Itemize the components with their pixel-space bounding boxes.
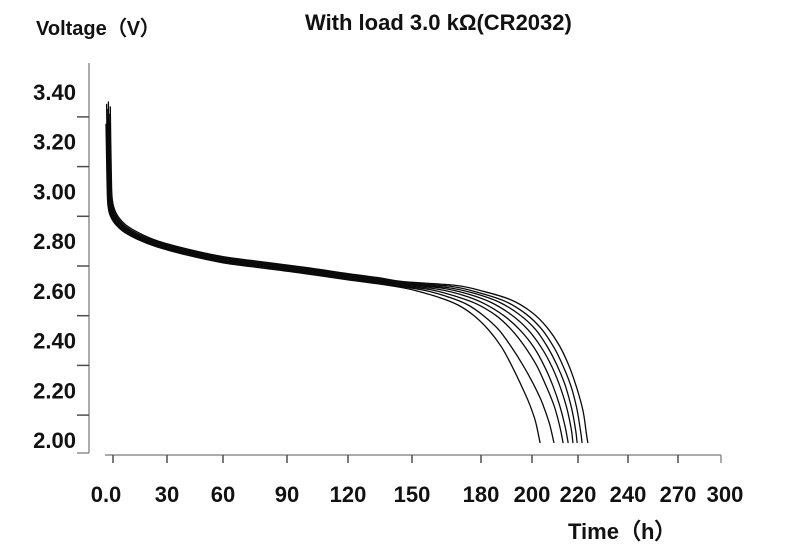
x-tick-label: 200: [514, 482, 551, 507]
x-tick-label: 60: [211, 482, 235, 507]
x-tick-label: 180: [463, 482, 500, 507]
y-tick-label: 3.20: [33, 130, 76, 155]
x-tick-label: 90: [275, 482, 299, 507]
x-axis-title: Time（h）: [568, 519, 677, 544]
y-tick-label: 2.80: [33, 229, 76, 254]
curve-cell-6: [108, 121, 578, 444]
y-tick-label: 2.00: [33, 428, 76, 453]
y-tick-label: 2.40: [33, 329, 76, 354]
x-tick-label: 150: [394, 482, 431, 507]
x-tick-label: 240: [610, 482, 647, 507]
x-tick-label: 0.0: [91, 482, 122, 507]
y-tick-label: 3.00: [33, 179, 76, 204]
x-tick-label: 120: [330, 482, 367, 507]
curve-cell-3: [106, 116, 564, 444]
x-tick-label: 220: [560, 482, 597, 507]
x-tick-label: 30: [155, 482, 179, 507]
y-axis-title: Voltage（V）: [36, 18, 161, 40]
curve-cell-5: [107, 101, 574, 444]
curve-cell-4: [107, 108, 569, 444]
chart-title: With load 3.0 kΩ(CR2032): [305, 10, 572, 35]
x-tick-label: 270: [660, 482, 697, 507]
curve-cell-7: [109, 113, 583, 444]
x-tick-label: 300: [707, 482, 744, 507]
y-tick-label: 3.40: [33, 80, 76, 105]
curve-cell-1: [105, 123, 541, 444]
y-tick-label: 2.60: [33, 279, 76, 304]
y-tick-label: 2.20: [33, 378, 76, 403]
curve-cell-8: [109, 106, 589, 444]
